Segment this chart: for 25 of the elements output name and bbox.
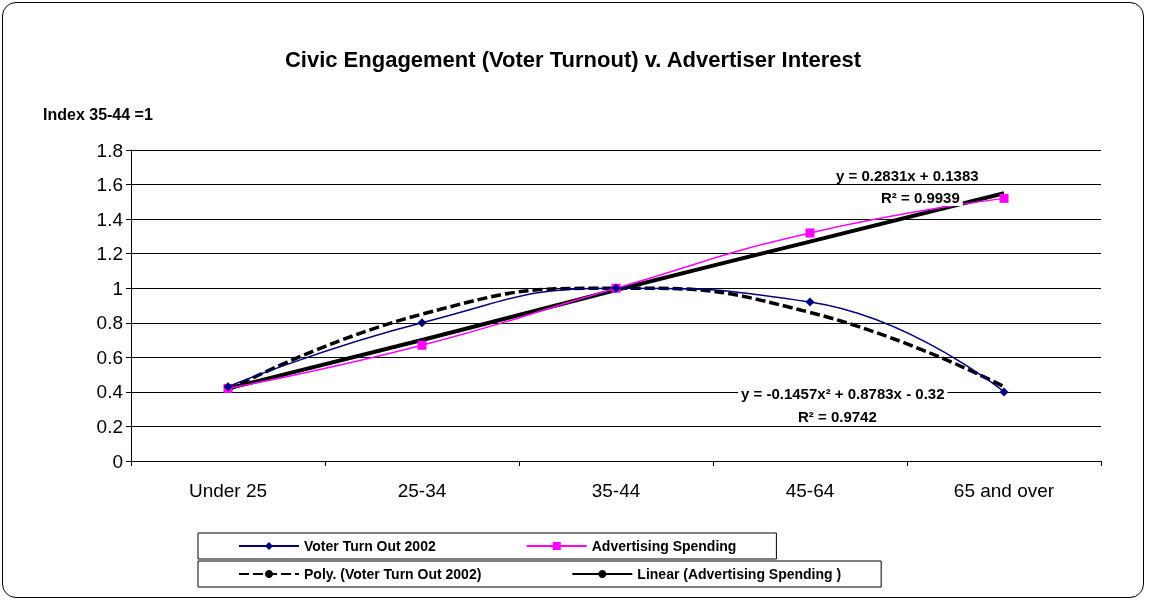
y-tick-label: 1.8	[96, 139, 123, 161]
legend-label: Voter Turn Out 2002	[304, 538, 436, 554]
y-tick-label: 0	[112, 450, 123, 472]
legend-label: Linear (Advertising Spending )	[637, 566, 842, 582]
x-tick-label: 65 and over	[953, 480, 1055, 501]
legend-label: Poly. (Voter Turn Out 2002)	[304, 566, 482, 582]
annotation: R² = 0.9742	[797, 408, 877, 425]
x-tick-label: 25-34	[397, 480, 447, 501]
x-tick-label: Under 25	[188, 480, 268, 501]
annotation: R² = 0.9939	[880, 189, 960, 206]
y-tick-label: 1.6	[96, 174, 123, 196]
x-tick-label: 45-64	[785, 480, 835, 501]
annotation: y = 0.2831x + 0.1383	[836, 167, 979, 184]
y-tick-label: 0.2	[96, 415, 123, 437]
y-tick-label: 0.8	[96, 312, 123, 334]
y-tick-label: 0.6	[96, 346, 123, 368]
y-tick-label: 1.2	[96, 243, 123, 265]
y-tick-label: 1.4	[96, 208, 124, 230]
y-axis-title: Index 35-44 =1	[43, 105, 153, 123]
x-tick-label: 35-44	[591, 480, 641, 501]
y-tick-label: 0.4	[96, 381, 124, 403]
legend-label: Advertising Spending	[591, 538, 737, 554]
y-tick-label: 1	[112, 277, 123, 299]
annotation: y = -0.1457x² + 0.8783x - 0.32	[740, 385, 945, 402]
chart-title: Civic Engagement (Voter Turnout) v. Advertiser Interest	[284, 46, 862, 72]
